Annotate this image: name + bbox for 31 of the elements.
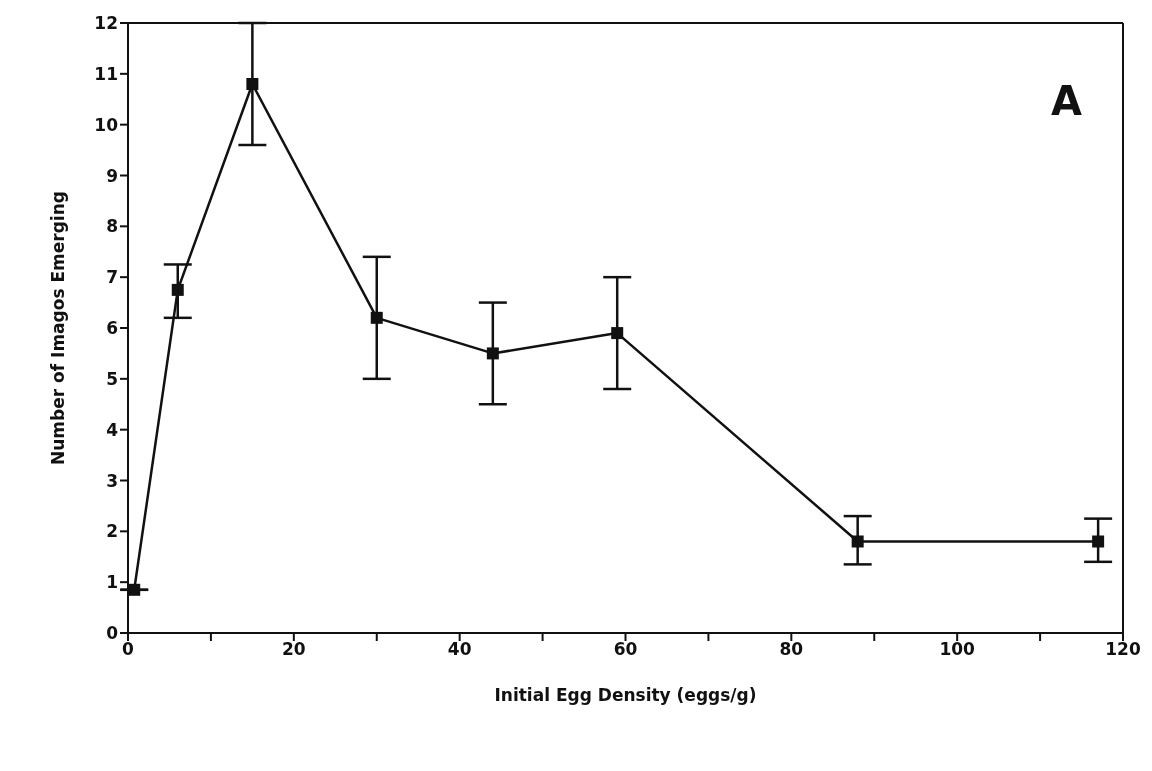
point	[611, 327, 624, 340]
y-tick-label: 0	[106, 623, 119, 644]
x-tick-label: 100	[939, 639, 976, 660]
y-tick-label: 5	[106, 368, 118, 389]
x-tick-label: 40	[447, 639, 472, 660]
point	[370, 311, 383, 324]
y-tick-label: 8	[106, 216, 118, 237]
y-tick-label: 6	[106, 318, 118, 339]
y-tick-label: 10	[94, 114, 119, 135]
x-axis-title: Initial Egg Density (eggs/g)	[494, 685, 757, 705]
annotation: A	[1051, 78, 1082, 124]
y-axis-title: Number of Imagos Emerging	[48, 191, 69, 465]
x-tick-label: 60	[613, 639, 638, 660]
y-tick-label: 9	[106, 165, 118, 186]
point	[1092, 535, 1105, 548]
point	[486, 347, 499, 360]
point	[851, 535, 864, 548]
y-tick-label: 7	[106, 267, 118, 288]
point	[128, 583, 141, 596]
y-tick-label: 3	[106, 470, 118, 491]
y-tick-label: 4	[106, 419, 119, 440]
point	[171, 283, 184, 296]
x-tick-label: 20	[282, 639, 306, 660]
y-tick-label: 1	[106, 572, 118, 593]
x-tick-label: 120	[1105, 639, 1141, 660]
y-tick-label: 12	[94, 13, 118, 34]
y-tick-label: 2	[106, 521, 118, 542]
y-tick-label: 11	[94, 63, 118, 84]
x-tick-label: 0	[122, 639, 135, 660]
x-tick-label: 80	[779, 639, 804, 660]
point	[246, 78, 259, 90]
